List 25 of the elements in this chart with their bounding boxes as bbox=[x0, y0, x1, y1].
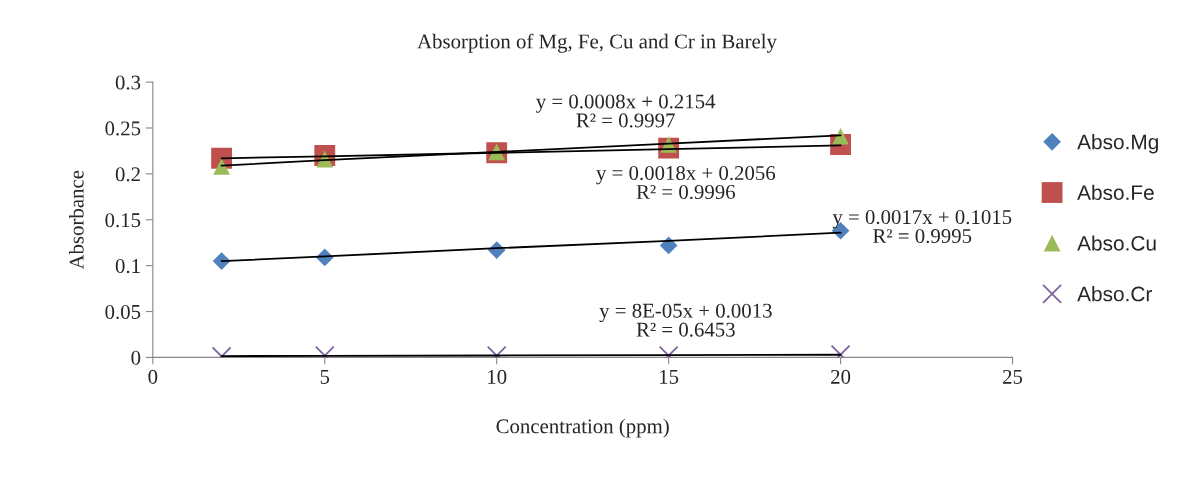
x-tick-label: 5 bbox=[320, 370, 330, 384]
annotation: y = 0.0018x + 0.2056 R² = 0.9996 bbox=[596, 166, 776, 200]
legend-label: Abso.Mg bbox=[1077, 134, 1158, 154]
x-tick-label: 0 bbox=[148, 369, 158, 384]
y-tick-label: 0.25 bbox=[105, 121, 141, 136]
legend-label: Abso.Cr bbox=[1077, 286, 1153, 302]
y-tick-label: 0.1 bbox=[115, 259, 140, 274]
x-tick-label: 20 bbox=[831, 369, 851, 384]
y-axis-title: Absorbance bbox=[69, 170, 84, 270]
y-tick-label: 0.2 bbox=[115, 167, 140, 182]
x-tick-label: 25 bbox=[1003, 369, 1023, 384]
point bbox=[832, 127, 849, 145]
x-tick-label: 15 bbox=[660, 369, 679, 384]
annotation: y = 0.0017x + 0.1015 R² = 0.9995 bbox=[832, 210, 1012, 244]
y-tick-label: 0.3 bbox=[115, 75, 141, 90]
annotation: y = 0.0008x + 0.2154 R² = 0.9997 bbox=[536, 94, 716, 128]
legend-label: Abso.Fe bbox=[1077, 184, 1154, 201]
chart-title: Absorption of Mg, Fe, Cu and Cr in Barely bbox=[417, 33, 777, 53]
x-tick-label: 10 bbox=[488, 369, 507, 384]
legend-label: Abso.Cu bbox=[1077, 235, 1156, 251]
y-tick-label: 0 bbox=[131, 350, 141, 365]
y-tick-label: 0.05 bbox=[105, 304, 141, 320]
x-axis-title: Concentration (ppm) bbox=[496, 418, 669, 438]
y-tick-label: 0.15 bbox=[105, 213, 141, 228]
annotation: y = 8E-05x + 0.0013 R² = 0.6453 bbox=[599, 303, 772, 337]
